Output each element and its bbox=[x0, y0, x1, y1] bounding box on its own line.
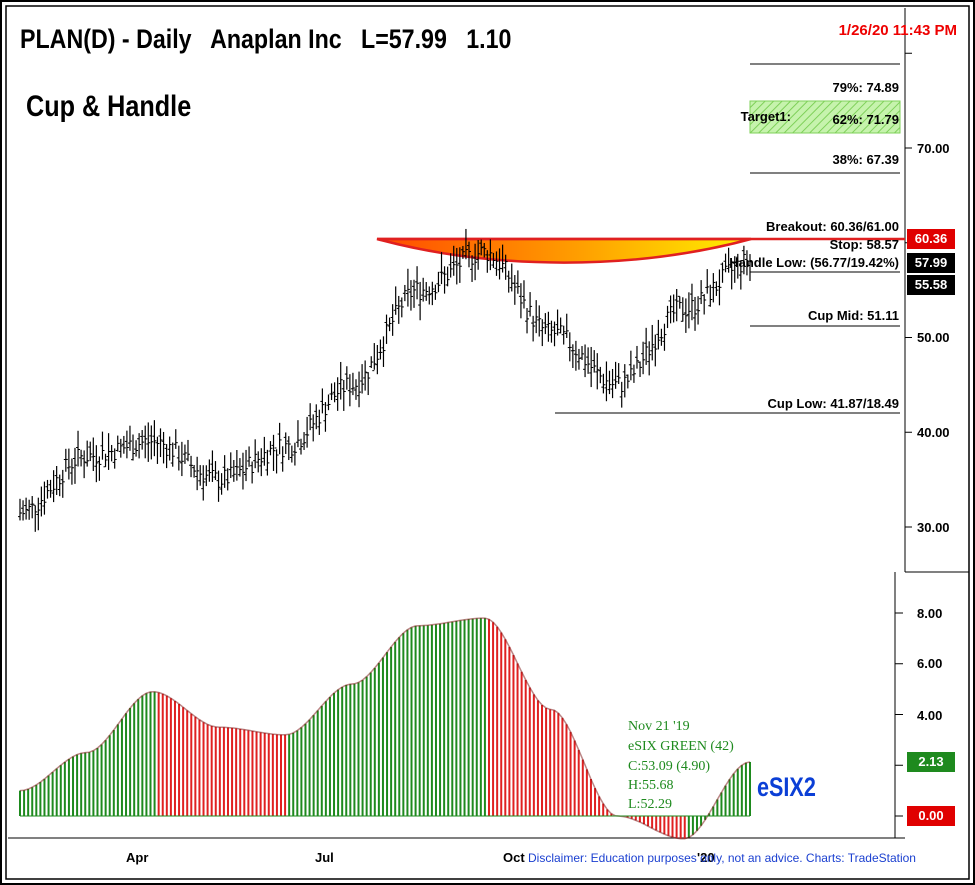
price-tick-label: 50.00 bbox=[917, 330, 950, 345]
stop-label: Stop: 58.57 bbox=[829, 237, 899, 252]
indicator-tick-label: 8.00 bbox=[917, 606, 943, 621]
price-tick-label: 70.00 bbox=[917, 141, 950, 156]
price-bars bbox=[18, 228, 752, 532]
cup-mid-label: Cup Mid: 51.11 bbox=[807, 308, 899, 323]
handle-low-label: Handle Low: (56.77/19.42%) bbox=[729, 255, 899, 270]
indicator-tick-marks bbox=[895, 612, 903, 817]
target-label: Target1: bbox=[740, 109, 791, 124]
timestamp: 1/26/20 11:43 PM bbox=[838, 22, 957, 39]
indicator-close: C:53.09 (4.90) bbox=[628, 759, 711, 774]
price-tick-label: 30.00 bbox=[917, 520, 950, 535]
pattern-label: Cup & Handle bbox=[26, 90, 192, 123]
disclaimer: Disclaimer: Education purposes only, not… bbox=[528, 851, 916, 865]
last-price-badge: 57.99 bbox=[907, 253, 955, 273]
month-label: Apr bbox=[126, 850, 149, 865]
inner-border bbox=[5, 5, 970, 880]
indicator-value-badge: 2.13 bbox=[907, 752, 955, 772]
breakout-badge: 60.36 bbox=[907, 229, 955, 249]
indicator-name: eSIX2 bbox=[757, 772, 816, 802]
indicator-tick-label: 4.00 bbox=[917, 708, 943, 723]
indicator-high: H:55.68 bbox=[628, 778, 674, 793]
month-label: Oct bbox=[503, 850, 525, 865]
cup-low-label: Cup Low: 41.87/18.49 bbox=[767, 396, 900, 411]
breakout-label: Breakout: 60.36/61.00 bbox=[766, 219, 899, 234]
indicator-low: L:52.29 bbox=[628, 797, 672, 812]
fib38-label: 38%: 67.39 bbox=[832, 152, 900, 167]
indicator-zero-badge: 0.00 bbox=[907, 806, 955, 826]
month-label: '20 bbox=[697, 850, 715, 865]
price-tick-label: 40.00 bbox=[917, 425, 950, 440]
price-tick-marks bbox=[905, 52, 912, 528]
indicator-status: eSIX GREEN (42) bbox=[628, 739, 734, 754]
cup-shape bbox=[376, 237, 752, 264]
fib79-label: 79%: 74.89 bbox=[832, 80, 900, 95]
month-label: Jul bbox=[315, 850, 334, 865]
fib62-label: 62%: 71.79 bbox=[832, 112, 900, 127]
chart-title: PLAN(D) - Daily Anaplan Inc L=57.99 1.10 bbox=[20, 24, 512, 54]
indicator-tick-label: 6.00 bbox=[917, 656, 943, 671]
indicator-date: Nov 21 '19 bbox=[628, 719, 690, 734]
esix-histogram bbox=[19, 618, 751, 839]
low-price-badge: 55.58 bbox=[907, 275, 955, 295]
target-zone bbox=[749, 100, 901, 134]
esix-outline bbox=[19, 617, 751, 840]
